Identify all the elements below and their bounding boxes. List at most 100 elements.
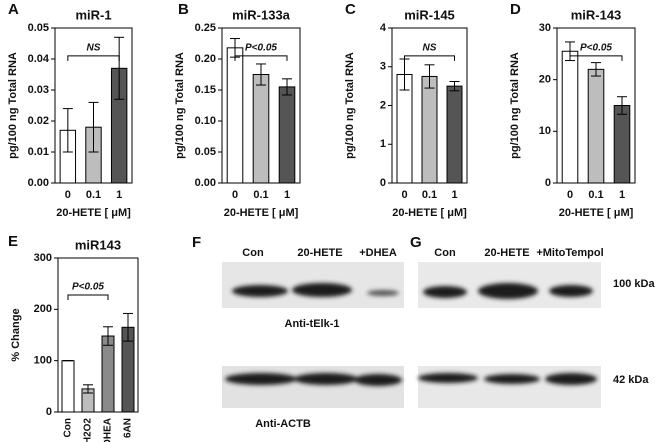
x-tick-label: 1 xyxy=(116,189,122,201)
plot-frame xyxy=(556,27,636,184)
bar xyxy=(396,74,413,184)
y-tick-label: 0 xyxy=(545,177,551,189)
y-tick-label: 4 xyxy=(380,22,387,34)
x-axis-label: 20-HETE [ μM] xyxy=(224,207,299,219)
y-tick-label: 20 xyxy=(539,74,551,86)
error-bar xyxy=(617,96,627,115)
bar xyxy=(421,75,438,184)
y-axis-label: pg/100 ng Total RNA xyxy=(344,52,356,159)
lane-label: Con xyxy=(242,247,264,259)
annotation: NS xyxy=(87,43,101,54)
significance-bracket xyxy=(67,294,109,300)
size-label: 42 kDa xyxy=(613,374,649,386)
x-axis-label: 20-HETE [ μM] xyxy=(392,207,467,219)
y-tick-label: 0.15 xyxy=(195,84,216,96)
x-tick-label: 0.1 xyxy=(588,189,603,201)
significance-bracket xyxy=(569,55,623,61)
y-tick-label: 0.04 xyxy=(28,53,50,65)
y-axis-label: pg/100 ng Total RNA xyxy=(174,52,186,159)
bands xyxy=(225,283,597,386)
error-bar xyxy=(424,64,435,89)
x-tick-label: 0 xyxy=(65,189,71,201)
x-tick-label: 1 xyxy=(451,189,457,201)
y-tick-label: 30 xyxy=(539,22,551,34)
x-tick-label: 0 xyxy=(232,189,238,201)
bar xyxy=(101,335,115,413)
chart-title: miR143 xyxy=(75,237,121,252)
chart-title: miR-1 xyxy=(75,7,111,22)
bar xyxy=(226,47,244,184)
y-tick-label: 300 xyxy=(34,252,52,264)
plot-frame xyxy=(391,27,468,184)
error-bar xyxy=(103,326,113,346)
y-tick-label: 0.03 xyxy=(28,84,49,96)
plot-frame xyxy=(54,27,133,184)
error-bar xyxy=(88,101,99,153)
y-tick-label: 0.05 xyxy=(28,22,49,34)
panel-letter: D xyxy=(510,1,521,18)
blot-strip xyxy=(222,366,404,408)
x-tick-label: 0 xyxy=(401,189,407,201)
annotation: P<0.05 xyxy=(580,43,612,54)
y-tick-label: 0.01 xyxy=(28,146,49,158)
bar xyxy=(561,50,579,184)
error-bar xyxy=(114,36,125,100)
x-tick-label: 0.1 xyxy=(422,189,437,201)
x-tick-label: 6AN xyxy=(123,418,134,438)
lane-label: Con xyxy=(434,247,456,259)
y-axis-label: % Change xyxy=(10,308,22,361)
plot-frame xyxy=(221,27,301,184)
significance-bracket xyxy=(67,55,120,61)
blot-strip xyxy=(418,366,601,408)
error-bar xyxy=(62,108,73,153)
y-tick-label: 1 xyxy=(380,138,386,150)
significance-bracket xyxy=(234,55,288,61)
annotation: P<0.05 xyxy=(245,43,277,54)
x-tick-label: 1 xyxy=(619,189,625,201)
y-tick-label: 0 xyxy=(380,177,386,189)
chart-title: miR-143 xyxy=(571,7,622,22)
chart-title: miR-145 xyxy=(404,7,455,22)
panel-letter: G xyxy=(410,234,422,251)
antibody-label: Anti-tElk-1 xyxy=(285,318,340,330)
y-tick-label: 0.25 xyxy=(195,22,216,34)
y-tick-label: 3 xyxy=(380,61,386,73)
y-axis-label: pg/100 ng Total RNA xyxy=(7,52,19,159)
panel-letter: F xyxy=(192,234,201,251)
error-bar xyxy=(123,312,133,342)
x-tick-label: 1 xyxy=(284,189,290,201)
western-blots: F G 100 kDa 42 kDa Anti-tElk-1 Anti-ACTB xyxy=(192,234,655,430)
antibody-label: Anti-ACTB xyxy=(255,418,311,430)
bar xyxy=(278,86,296,184)
chart-title: miR-133a xyxy=(232,7,291,22)
y-tick-label: 0.00 xyxy=(195,177,216,189)
y-tick-label: 2 xyxy=(380,99,386,111)
lane-label: 20-HETE xyxy=(297,247,342,259)
panel-letter: C xyxy=(345,1,356,18)
error-bar xyxy=(256,63,266,86)
lane-label: +DHEA xyxy=(359,247,397,259)
size-label: 100 kDa xyxy=(613,278,655,290)
y-tick-label: 0.05 xyxy=(195,146,216,158)
x-tick-label: 0.1 xyxy=(86,189,101,201)
significance-bracket xyxy=(404,55,455,61)
error-bar xyxy=(282,78,292,96)
y-tick-label: 0.20 xyxy=(195,53,216,65)
y-tick-label: 200 xyxy=(34,303,52,315)
error-bar xyxy=(449,80,460,92)
bar xyxy=(587,68,605,184)
y-axis-label: pg/100 ng Total RNA xyxy=(509,52,521,159)
x-axis-label: 20-HETE [ μM] xyxy=(559,207,634,219)
x-tick-label: 0.1 xyxy=(253,189,268,201)
plot-frame xyxy=(57,257,139,413)
bar xyxy=(613,105,631,184)
bar xyxy=(252,74,270,184)
lane-label: 20-HETE xyxy=(484,247,529,259)
panel-letter: E xyxy=(8,233,18,250)
